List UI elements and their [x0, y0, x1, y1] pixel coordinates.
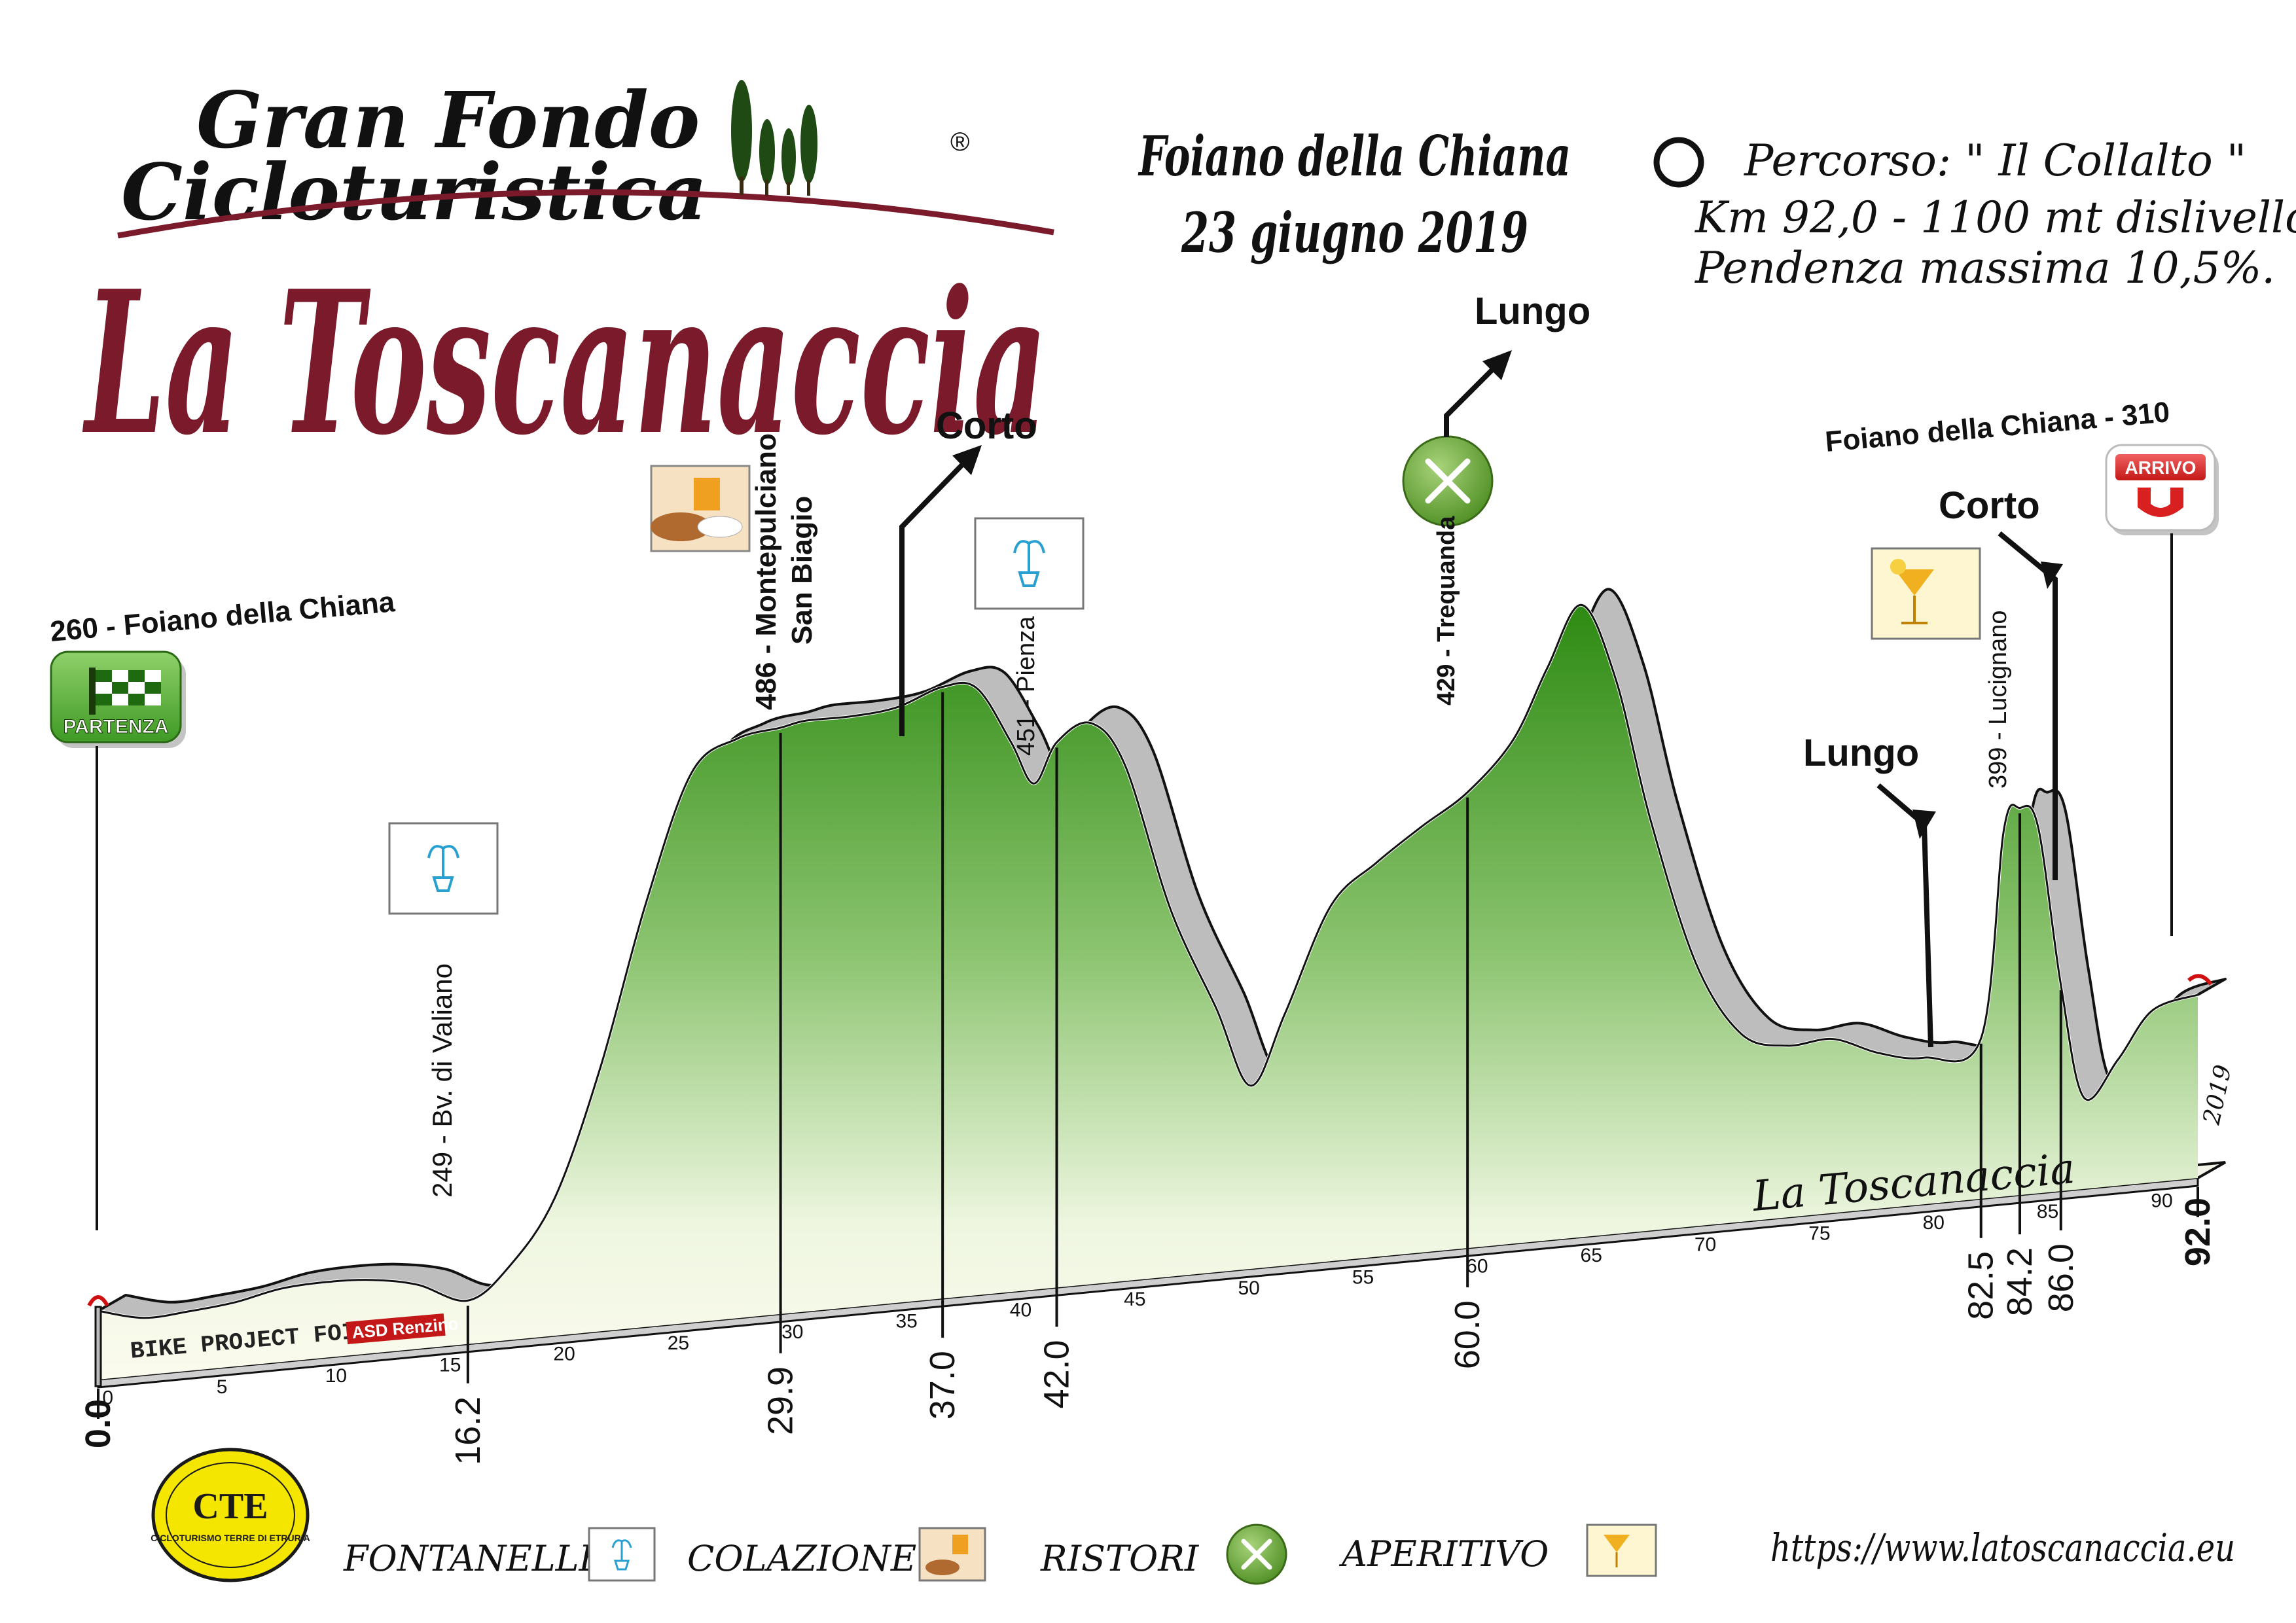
route-stats: Km 92,0 - 1100 mt dislivello	[1695, 192, 2296, 243]
waypoint-name-lucignano: 399 - Lucignano	[1984, 610, 2012, 789]
club-logo: CTE CICLOTURISMO TERRE DI ETRURIA	[151, 1448, 310, 1582]
event-location: Foiano della Chiana	[1138, 124, 1571, 188]
distance-tick-label: 55	[1352, 1266, 1374, 1288]
distance-tick-label: 40	[1010, 1300, 1031, 1321]
fountain-icon	[388, 822, 499, 915]
distance-tick-label: 15	[439, 1354, 461, 1376]
waypoint-name-pienza: 451 - Pienza	[1013, 616, 1040, 756]
legend-breakfast-icon	[918, 1527, 986, 1582]
split-arrow-corto-1: Corto	[899, 404, 1037, 736]
distance-tick-label: 85	[2037, 1201, 2058, 1222]
distance-tick-label: 20	[553, 1344, 575, 1365]
waypoint-km-label: 92.0	[2178, 1198, 2217, 1266]
waypoint-km-label: 82.5	[1962, 1251, 2001, 1320]
waypoint-km-label: 86.0	[2041, 1243, 2081, 1312]
start-label: 260 - Foiano della Chiana	[49, 586, 397, 648]
distance-tick-label: 30	[781, 1321, 803, 1343]
base-year: 2019	[2198, 1063, 2236, 1128]
event-info: Foiano della Chiana 23 giugno 2019	[1138, 124, 1571, 265]
waypoint-km-label: 16.2	[448, 1397, 488, 1465]
waypoint-km-label: 37.0	[923, 1351, 962, 1419]
waypoint-name-trequanda: 429 - Trequanda	[1433, 516, 1460, 705]
brand-logo: Gran Fondo Cicloturistica ® La Toscanacc…	[82, 75, 1054, 478]
profile-surface	[87, 588, 2227, 1387]
distance-tick-label: 65	[1581, 1245, 1602, 1266]
legend-aperitivo-icon	[1586, 1524, 1657, 1577]
event-date: 23 giugno 2019	[1181, 200, 1528, 265]
waypoint-name-san-biagio: San Biagio	[786, 496, 818, 645]
waypoint-name-montepulciano: 486 - Montepulciano	[750, 433, 782, 710]
distance-tick-label: 90	[2151, 1190, 2172, 1211]
finish-magnet-icon	[2138, 488, 2183, 517]
waypoint-km-label: 84.2	[2000, 1247, 2039, 1316]
split-label-corto-2: Corto	[1939, 484, 2040, 527]
distance-tick-label: 35	[895, 1310, 917, 1332]
waypoint-name-valiano: 249 - Bv. di Valiano	[427, 963, 457, 1198]
waypoint-labels: 0.0 16.2 29.9 37.0 42.0 60.0 82.5 84.2 86.0 92.0	[79, 1198, 2217, 1465]
fountain-icon	[974, 517, 1085, 610]
start-badge-text: PARTENZA	[63, 716, 168, 738]
legend: FONTANELLE COLAZIONE RISTORI APERITIVO	[343, 1524, 1657, 1585]
cypress-trees-icon	[731, 80, 817, 196]
route-name: Percorso: " Il Collalto "	[1744, 135, 2246, 186]
route-marker-circle-icon	[1653, 137, 1704, 188]
waypoint-km-label: 29.9	[761, 1366, 800, 1435]
finish-badge-banner	[2115, 454, 2206, 480]
start-arch	[87, 1295, 109, 1307]
distance-tick-label: 10	[325, 1365, 347, 1387]
brand-main-title: La Toscanaccia	[82, 247, 1047, 478]
profile-start-cap	[94, 1306, 102, 1387]
legend-aperitivo-label: APERITIVO	[1338, 1533, 1549, 1575]
split-label-lungo-2: Lungo	[1803, 732, 1919, 774]
distance-tick-label: 45	[1124, 1289, 1145, 1310]
route-gradient: Pendenza massima 10,5%.	[1695, 243, 2275, 293]
distance-axis: 0 5 10 15 20 25 30 35 40 45 50 55 60 65 70 75 80 85 90	[102, 1190, 2172, 1408]
brand-line-1: Gran Fondo	[196, 75, 700, 166]
waypoint-km-label: 0.0	[79, 1399, 118, 1448]
club-logo-sub: CICLOTURISMO TERRE DI ETRURIA	[151, 1533, 310, 1543]
distance-tick-label: 75	[1808, 1223, 1830, 1245]
breakfast-icon	[650, 465, 751, 552]
legend-fontanelle-label: FONTANELLE	[343, 1538, 605, 1579]
finish-arch	[2187, 974, 2213, 986]
brand-swoosh	[117, 189, 1054, 239]
split-label-corto-1: Corto	[936, 404, 1037, 447]
sponsor-sub-badge: ASD Renzino	[346, 1313, 459, 1344]
legend-colazione-label: COLAZIONE	[687, 1538, 916, 1579]
split-arrow-corto-2: Corto	[1939, 484, 2063, 880]
ristoro-icon	[1402, 435, 1494, 527]
route-info: Percorso: " Il Collalto " Km 92,0 - 1100…	[1653, 135, 2296, 293]
distance-tick-label: 50	[1238, 1277, 1259, 1299]
website-url[interactable]: https://www.latoscanaccia.eu	[1770, 1525, 2235, 1570]
split-arrow-lungo-1: Lungo	[1444, 290, 1590, 437]
split-arrow-lungo-2: Lungo	[1803, 732, 1936, 1048]
waypoint-km-label: 60.0	[1448, 1300, 1487, 1369]
distance-tick-label: 5	[217, 1376, 228, 1398]
checkered-flag-icon	[89, 668, 161, 715]
split-label-lungo-1: Lungo	[1475, 290, 1590, 332]
distance-tick-label: 80	[1923, 1212, 1945, 1234]
legend-ristoro-icon	[1226, 1524, 1287, 1585]
profile-face	[98, 605, 2198, 1380]
registered-mark: ®	[950, 128, 969, 156]
profile-line	[98, 603, 2198, 1319]
waypoint-leaders	[97, 692, 2199, 1419]
distance-tick-label: 25	[668, 1332, 689, 1354]
distance-tick-label: 60	[1466, 1256, 1488, 1277]
aperitivo-icon	[1871, 547, 1981, 640]
elevation-profile-chart: 0 5 10 15 20 25 30 35 40 45 50 55 60 65 70 75 80 85 90 0.0…	[79, 588, 2227, 1465]
distance-tick-label: 0	[102, 1387, 113, 1409]
legend-ristori-label: RISTORI	[1040, 1538, 1200, 1579]
finish-badge-text: ARRIVO	[2125, 457, 2197, 478]
waypoint-km-label: 42.0	[1037, 1340, 1077, 1408]
club-logo-text: CTE	[192, 1486, 268, 1527]
distance-tick-label: 70	[1695, 1234, 1716, 1255]
legend-fountain-icon	[588, 1527, 656, 1582]
start-marker: 260 - Foiano della Chiana PARTENZA	[49, 586, 397, 1230]
